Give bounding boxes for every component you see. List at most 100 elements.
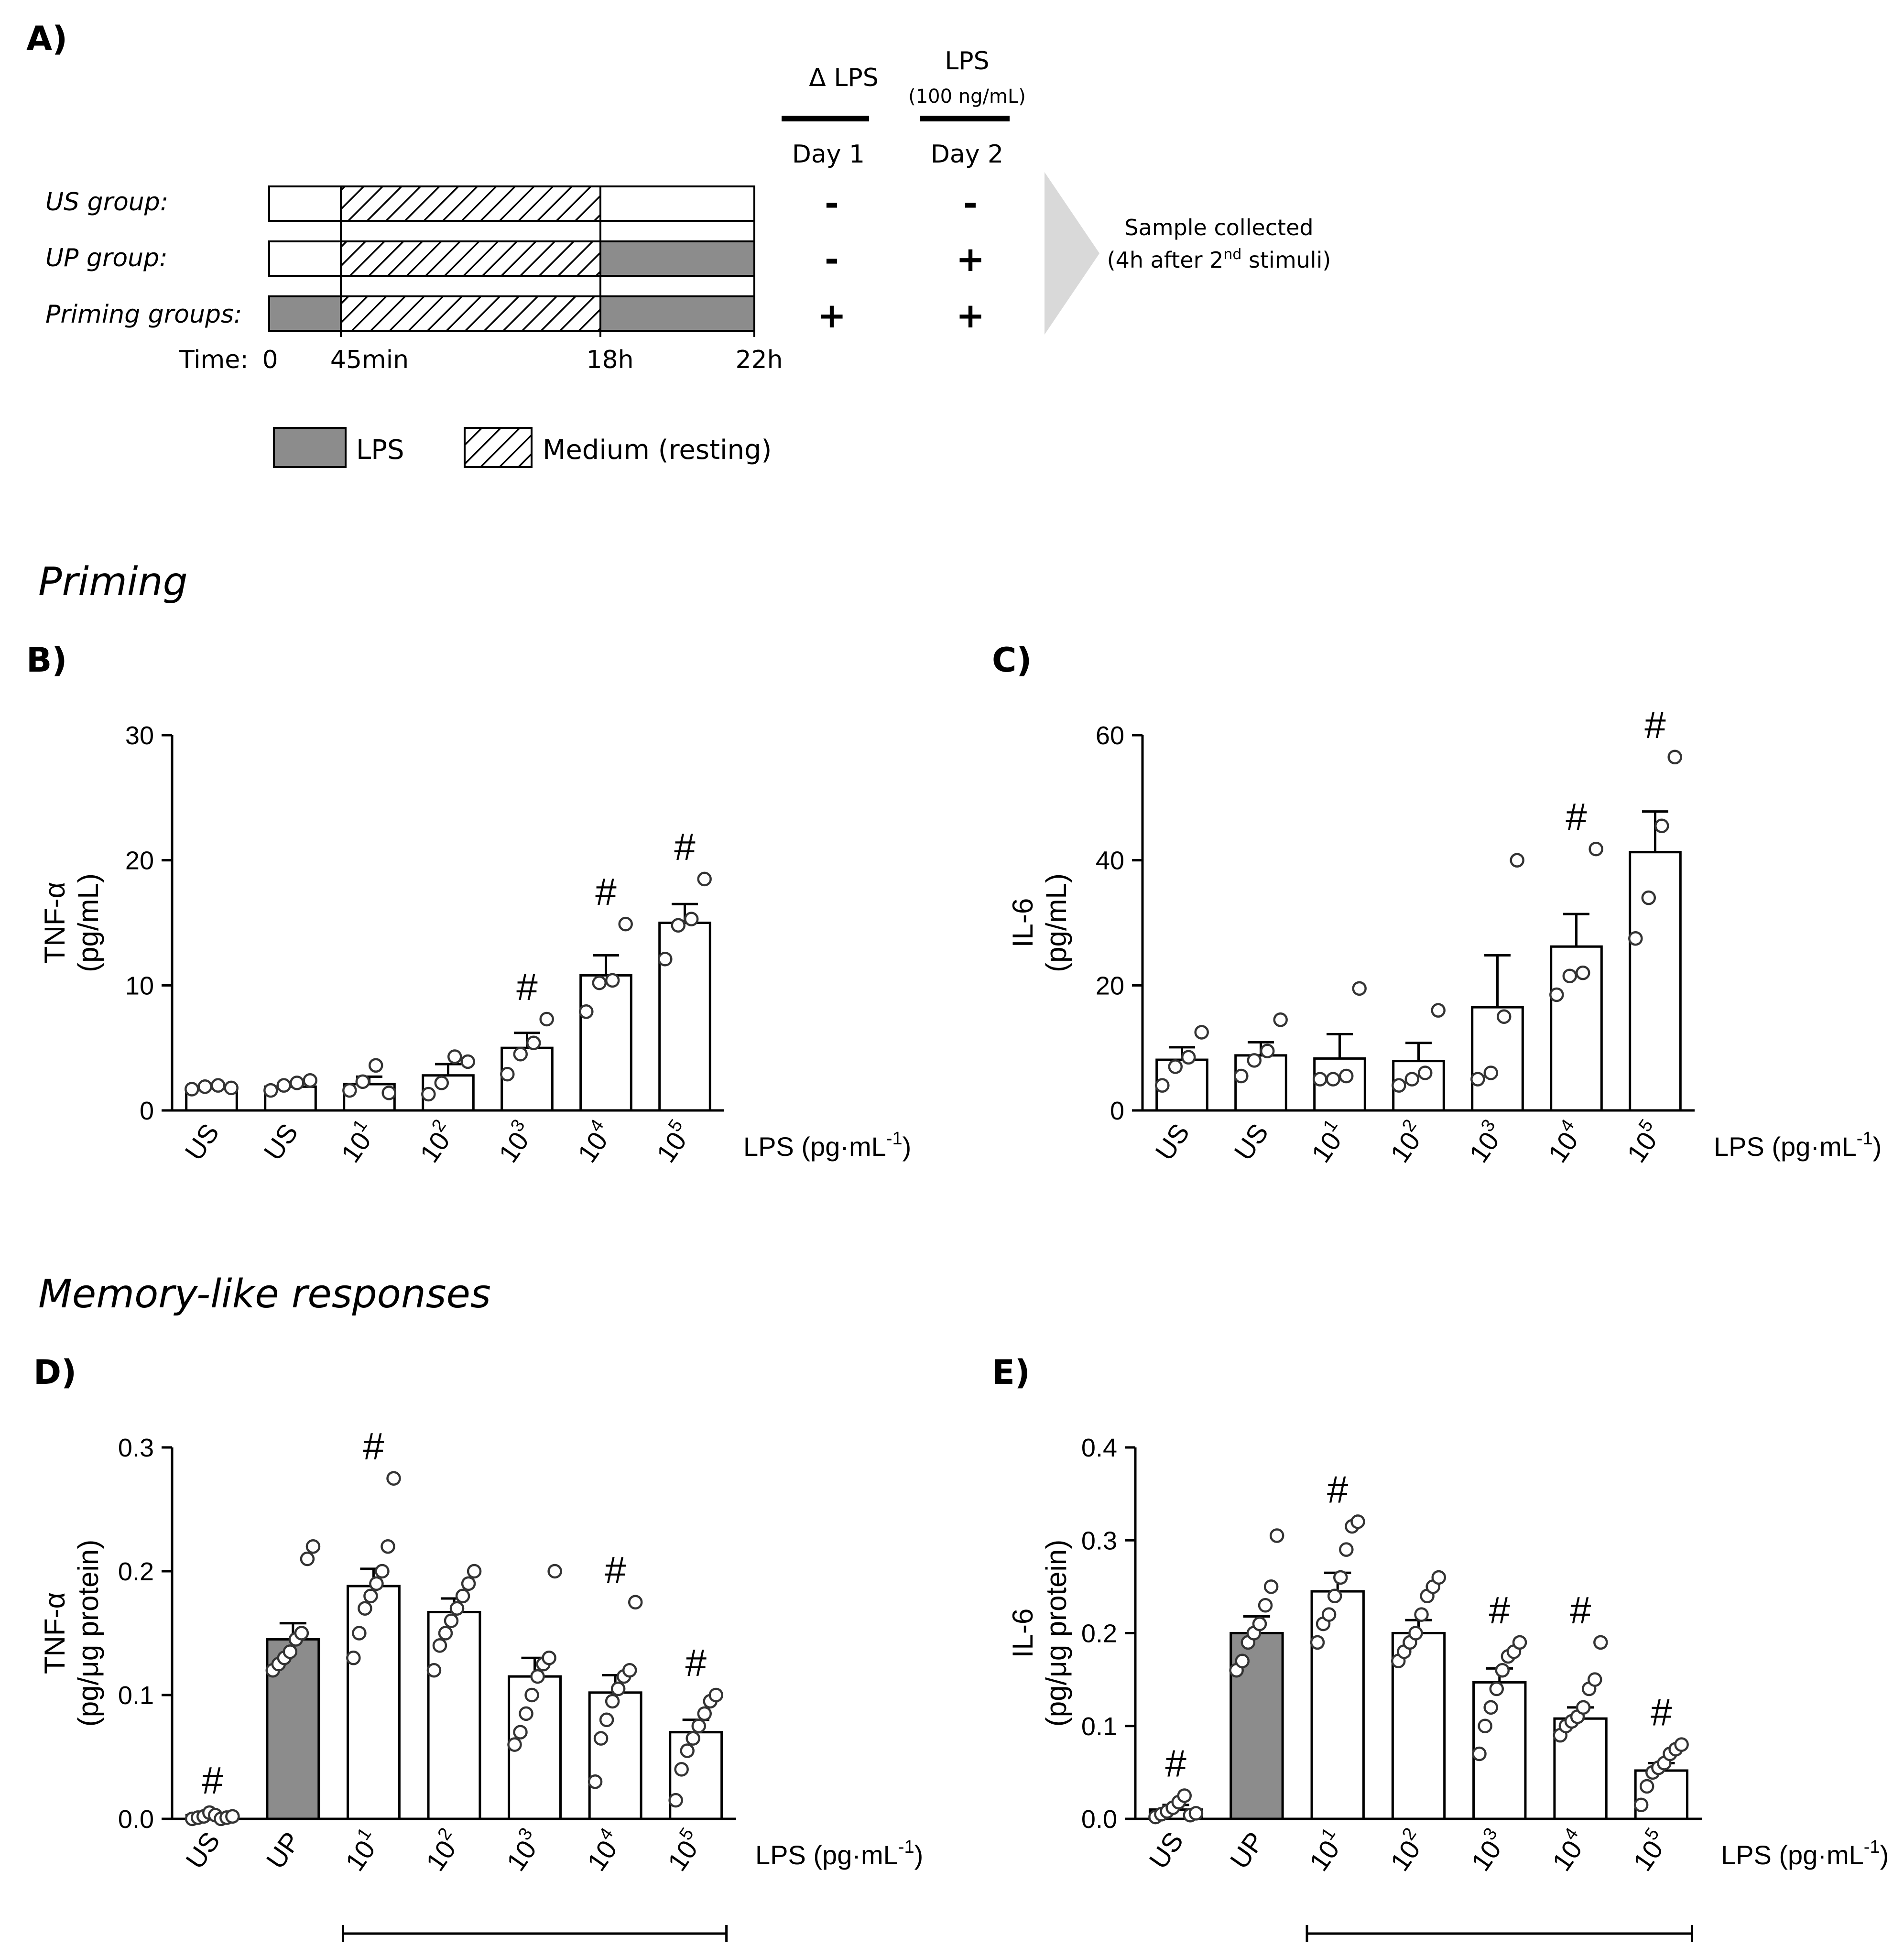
data-point [276, 1078, 292, 1093]
significance-mark: # [605, 1549, 626, 1591]
panel-letter: B) [26, 641, 67, 680]
x-tick-label: 101 [336, 1824, 387, 1876]
x-axis-label-prefix: LPS (pg·mL [755, 1840, 898, 1870]
day2-title: LPS [945, 47, 989, 76]
data-point [1593, 1635, 1608, 1650]
y-axis-label: TNF-α(pg/μg protein) [39, 1540, 104, 1727]
significance-mark: # [1651, 1691, 1672, 1734]
x-axis-label-sup: -1 [898, 1837, 914, 1857]
x-tick-label-base: 10 [581, 1835, 623, 1876]
significance-mark: # [595, 870, 617, 913]
data-point [658, 952, 673, 967]
data-point [352, 1626, 367, 1641]
x-tick-label-base: UP [1224, 1826, 1270, 1874]
timeline-segment [340, 185, 601, 222]
y-axis-label-line1: TNF-α [39, 882, 71, 964]
data-point [1350, 1514, 1365, 1529]
data-point [1258, 1598, 1273, 1613]
time-label: Time: [179, 346, 249, 374]
data-point [1478, 1718, 1492, 1733]
timeline-segment [599, 295, 755, 332]
y-axis-label-line2: (pg/mL) [72, 873, 104, 972]
data-point [1639, 1779, 1654, 1794]
x-axis-label-sup: -1 [1864, 1837, 1880, 1857]
x-tick-label-base: 10 [339, 1835, 381, 1876]
x-tick-label-base: 10 [1384, 1126, 1426, 1168]
data-point [461, 1576, 476, 1591]
x-axis-label: LPS (pg·mL-1) [1721, 1837, 1889, 1870]
data-point [210, 1078, 226, 1093]
bar [1391, 1632, 1446, 1820]
data-point [358, 1601, 372, 1616]
data-point [610, 1681, 626, 1696]
arrow-shape [1044, 172, 1099, 335]
day2-concentration: (100 ng/mL) [908, 86, 1026, 108]
data-point [1404, 1072, 1420, 1087]
data-point [1472, 1746, 1487, 1761]
x-tick-label-base: 10 [1627, 1835, 1669, 1876]
bar [579, 974, 632, 1112]
x-tick-label-base: 10 [1463, 1126, 1505, 1168]
day1-label: Day 1 [792, 140, 865, 169]
data-point [1575, 965, 1590, 980]
data-point [588, 1774, 603, 1789]
x-axis-label: LPS (pg·mL-1) [755, 1837, 923, 1870]
day1-title: Δ LPS [809, 64, 878, 92]
y-tick-label: 40 [1096, 847, 1124, 875]
panel-a: A) Δ LPS Day 1 LPS (100 ng/mL) Day 2 US … [26, 19, 1331, 468]
x-tick-label-base: 10 [500, 1835, 542, 1876]
bar [1629, 851, 1682, 1112]
data-point [513, 1725, 528, 1739]
group-row: UP group: - + [45, 239, 985, 279]
data-point [369, 1576, 384, 1591]
x-axis-label-suffix: ) [1880, 1840, 1889, 1870]
data-point [1667, 750, 1682, 765]
x-tick-label: 103 [490, 1116, 540, 1168]
data-point [524, 1687, 539, 1703]
legend-medium-swatch [464, 427, 533, 468]
day2-sign: - [963, 183, 978, 223]
y-tick-label: 0.0 [118, 1805, 154, 1834]
data-point [1641, 890, 1656, 905]
significance-mark: # [1566, 795, 1587, 838]
x-tick-label: 105 [1618, 1116, 1668, 1168]
x-tick-label-base: 10 [572, 1126, 613, 1168]
chart-d: D) 0.0 0.1 0.2 0.3 TNF-α(pg/μg protein) # US UP #… [33, 1353, 923, 1942]
bar [658, 922, 711, 1112]
time-value: 18h [586, 346, 633, 374]
data-point [1252, 1616, 1267, 1631]
x-axis-label-prefix: LPS (pg·mL [1714, 1131, 1857, 1162]
x-tick-label: UP [1224, 1826, 1270, 1874]
x-tick-label-base: 10 [1542, 1126, 1584, 1168]
y-tick-label: 0.1 [1081, 1712, 1117, 1741]
data-point [599, 1712, 614, 1728]
data-point [426, 1663, 442, 1678]
data-point [579, 1004, 594, 1019]
data-point [455, 1588, 470, 1604]
data-point [1588, 1672, 1602, 1687]
data-point [1408, 1626, 1423, 1641]
data-point [592, 975, 607, 990]
data-point [1338, 1068, 1354, 1084]
section-title-memory: Memory-like responses [38, 1272, 491, 1317]
y-tick-label: 0 [140, 1097, 154, 1125]
y-tick-label: 0.3 [1081, 1526, 1117, 1555]
data-point [460, 1054, 475, 1069]
y-tick-label: 0.4 [1081, 1434, 1117, 1462]
x-tick-label: 105 [659, 1824, 709, 1876]
x-tick-label-base: 10 [651, 1126, 692, 1168]
data-point [1470, 1072, 1485, 1087]
time-value: 22h [735, 346, 783, 374]
data-point [542, 1651, 556, 1665]
day2-sign: + [956, 239, 985, 279]
y-axis-label: TNF-α(pg/mL) [39, 873, 104, 972]
data-point [680, 1743, 695, 1758]
data-point [539, 1011, 554, 1027]
data-point [1489, 1681, 1504, 1696]
panel-letter-a: A) [26, 19, 67, 58]
data-point [434, 1076, 449, 1090]
y-axis-label-line2: (pg/μg protein) [72, 1540, 104, 1727]
data-point [381, 1539, 395, 1554]
data-point [593, 1731, 609, 1746]
